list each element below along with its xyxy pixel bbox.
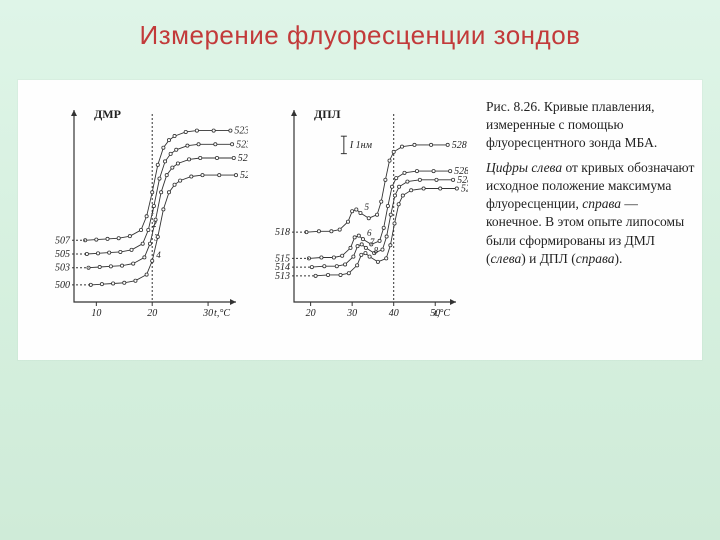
svg-text:t,°C: t,°C: [214, 308, 230, 319]
svg-text:505: 505: [55, 249, 70, 260]
svg-text:10: 10: [91, 308, 101, 319]
caption-figlabel: Рис. 8.26. Кривые плавления, измеренные …: [486, 99, 657, 150]
svg-text:518: 518: [275, 227, 290, 238]
svg-text:8: 8: [374, 246, 379, 256]
plot-dpl: 20304050t,°CДПЛ5185285515528651452875135…: [258, 96, 468, 326]
page-title: Измерение флуоресценции зондов: [0, 20, 720, 51]
svg-text:30: 30: [202, 308, 213, 319]
svg-text:503: 503: [55, 263, 70, 274]
svg-text:40: 40: [389, 308, 399, 319]
svg-text:523: 523: [236, 139, 248, 150]
svg-text:30: 30: [346, 308, 357, 319]
svg-text:528: 528: [452, 140, 467, 151]
svg-text:5: 5: [364, 202, 369, 212]
plot-dml: 102030t,°CДМР507523150552325035223500522…: [38, 96, 248, 326]
svg-text:4: 4: [156, 250, 161, 260]
svg-text:522: 522: [238, 153, 248, 164]
figure-panel: 102030t,°CДМР507523150552325035223500522…: [18, 80, 702, 360]
svg-text:507: 507: [55, 235, 71, 246]
svg-text:ДМР: ДМР: [94, 107, 121, 121]
svg-text:I 1нм: I 1нм: [349, 140, 373, 151]
svg-text:522: 522: [240, 170, 248, 181]
svg-text:523: 523: [234, 126, 248, 137]
svg-text:20: 20: [306, 308, 316, 319]
svg-text:500: 500: [55, 280, 70, 291]
svg-text:528: 528: [461, 184, 468, 195]
svg-text:20: 20: [147, 308, 157, 319]
figure-caption: Рис. 8.26. Кривые плавления, измеренные …: [486, 98, 696, 268]
svg-text:t,°C: t,°C: [434, 308, 450, 319]
caption-body: Цифры слева от кривых обозначают исходно…: [486, 159, 696, 268]
svg-text:ДПЛ: ДПЛ: [314, 107, 341, 121]
svg-text:513: 513: [275, 271, 290, 282]
